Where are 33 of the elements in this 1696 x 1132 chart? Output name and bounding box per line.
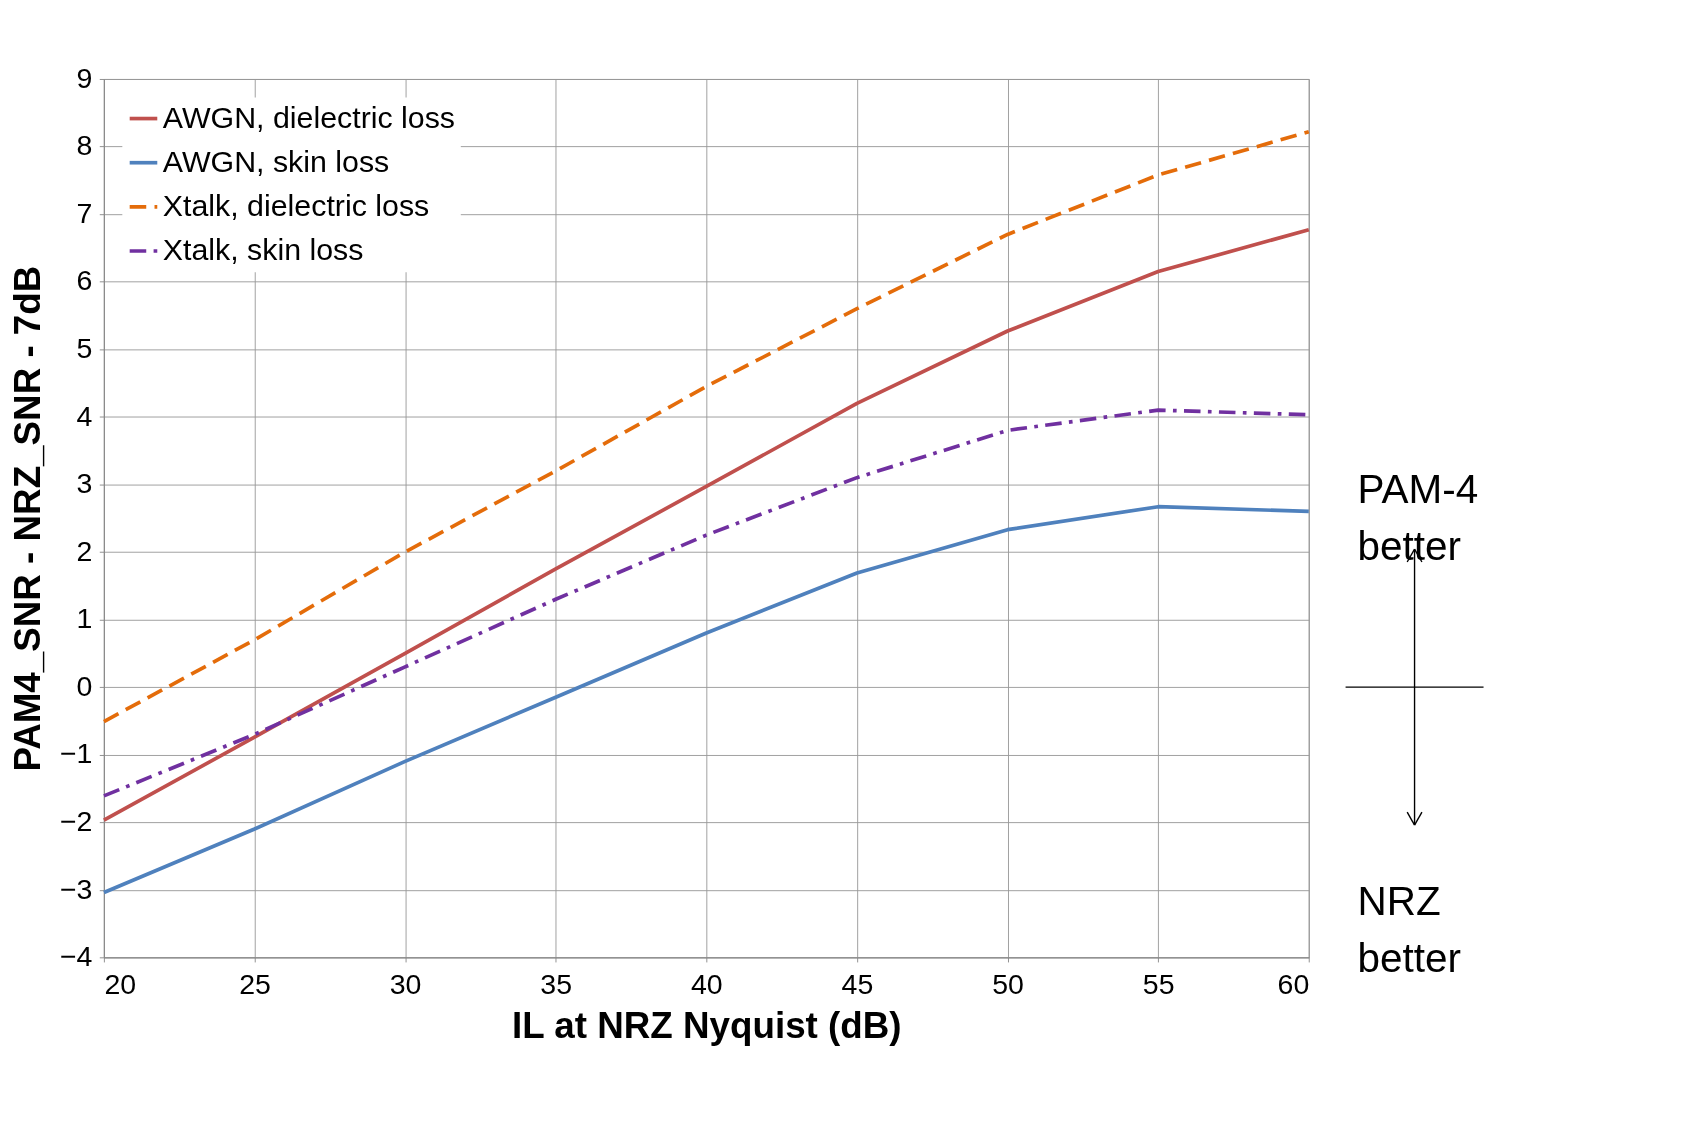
y-tick-label: 3 xyxy=(76,467,93,500)
x-tick-label: 40 xyxy=(690,967,723,1000)
x-tick-label: 35 xyxy=(540,967,573,1000)
y-tick-label: 5 xyxy=(76,332,93,365)
y-tick-label: 8 xyxy=(76,129,93,162)
y-tick-label: −1 xyxy=(59,737,93,770)
line-series xyxy=(102,227,1311,823)
y-tick-label: 2 xyxy=(76,534,93,567)
legend-label: Xtalk, dielectric loss xyxy=(162,189,430,223)
x-tick-label: 25 xyxy=(239,967,271,1000)
x-axis-title: IL at NRZ Nyquist (dB) xyxy=(512,1004,902,1046)
x-tick-label: 55 xyxy=(1142,967,1175,1000)
x-tick-label: 45 xyxy=(841,967,874,1000)
y-tick-label: 1 xyxy=(76,602,93,635)
text: PAM-4 better xyxy=(1357,466,1479,570)
y-tick-label: 6 xyxy=(76,264,93,297)
line-series xyxy=(102,504,1311,895)
legend-label: AWGN, skin loss xyxy=(162,144,390,178)
y-tick-label: 9 xyxy=(76,61,93,94)
y-tick-label: 4 xyxy=(76,399,93,432)
y-axis-title: PAM4_SNR - NRZ_SNR - 7dB xyxy=(6,265,48,772)
x-tick-label: 60 xyxy=(1277,967,1310,1000)
x-tick-label: 30 xyxy=(389,967,422,1000)
x-tick-label: 20 xyxy=(104,967,137,1000)
legend-label: AWGN, dielectric loss xyxy=(162,100,456,134)
text: NRZ better xyxy=(1357,878,1461,982)
y-tick-label: 7 xyxy=(76,196,93,229)
y-tick-label: −3 xyxy=(59,872,93,905)
y-tick-label: −4 xyxy=(59,940,93,973)
x-tick-label: 50 xyxy=(992,967,1024,1000)
y-tick-label: −2 xyxy=(59,804,93,837)
legend-label: Xtalk, skin loss xyxy=(162,233,364,267)
y-tick-label: 0 xyxy=(76,669,93,702)
